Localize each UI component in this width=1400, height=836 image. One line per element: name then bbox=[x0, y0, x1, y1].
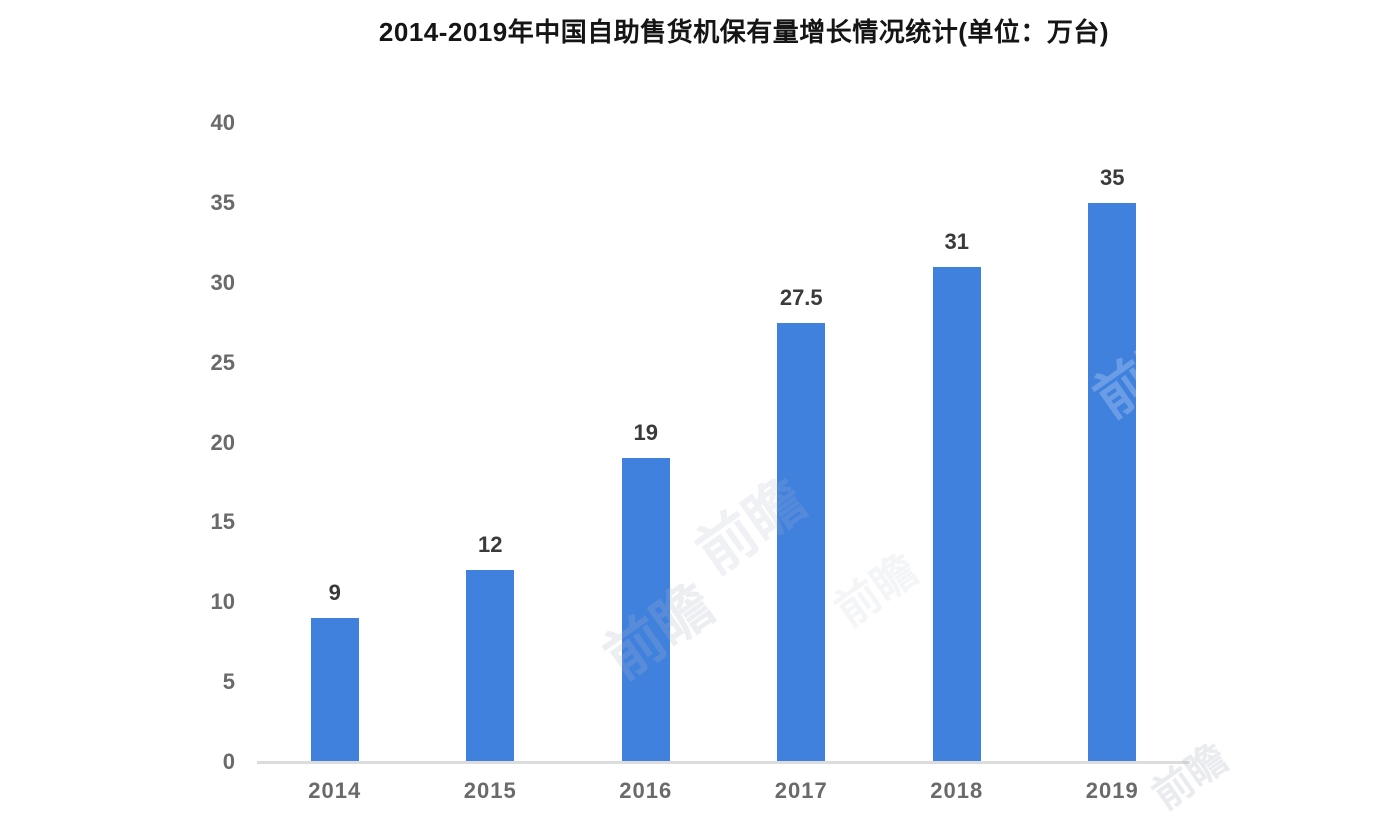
bar bbox=[466, 570, 515, 762]
bar-value-label: 12 bbox=[478, 532, 503, 558]
x-axis-label: 2019 bbox=[1085, 778, 1139, 803]
bar-value-label: 19 bbox=[633, 420, 658, 446]
bar-group: 31 2018 bbox=[879, 123, 1035, 801]
bar-value-label: 31 bbox=[944, 228, 969, 254]
bar bbox=[621, 458, 670, 762]
y-tick-label: 40 bbox=[210, 110, 235, 135]
bar-group: 12 2015 bbox=[413, 123, 569, 802]
y-tick-label: 20 bbox=[210, 429, 235, 455]
x-axis-line bbox=[257, 761, 1190, 764]
y-tick-label: 15 bbox=[210, 509, 235, 535]
y-tick-label: 25 bbox=[210, 349, 235, 375]
bar-group: 9 2014 bbox=[257, 123, 413, 802]
plot-area: 0 5 10 15 20 25 30 35 40 9 2014 12 2015 19 2016 27.5 20… bbox=[211, 112, 1191, 802]
bar bbox=[1088, 202, 1137, 762]
x-axis-label: 2016 bbox=[619, 778, 673, 803]
bar-value-label: 27.5 bbox=[779, 284, 823, 310]
y-tick-label: 5 bbox=[222, 669, 235, 695]
bar bbox=[310, 618, 359, 762]
y-tick-label: 30 bbox=[210, 269, 235, 295]
x-axis-label: 2014 bbox=[308, 778, 362, 803]
bar-group: 19 2016 bbox=[568, 123, 724, 802]
bar-value-label: 35 bbox=[1100, 164, 1125, 190]
bar-value-label: 9 bbox=[328, 580, 341, 606]
y-tick-label: 0 bbox=[222, 749, 235, 774]
x-axis-label: 2015 bbox=[463, 778, 517, 803]
bar-group: 27.5 2017 bbox=[724, 123, 880, 801]
x-axis-label: 2018 bbox=[930, 778, 984, 803]
bar bbox=[777, 322, 826, 762]
bar bbox=[932, 266, 981, 762]
chart-title: 2014-2019年中国自助售货机保有量增长情况统计(单位：万台) bbox=[378, 17, 1110, 47]
y-tick-label: 35 bbox=[210, 189, 235, 215]
x-axis-label: 2017 bbox=[774, 778, 828, 803]
y-tick-label: 10 bbox=[210, 589, 235, 615]
bar-group: 35 2019 bbox=[1035, 123, 1191, 801]
